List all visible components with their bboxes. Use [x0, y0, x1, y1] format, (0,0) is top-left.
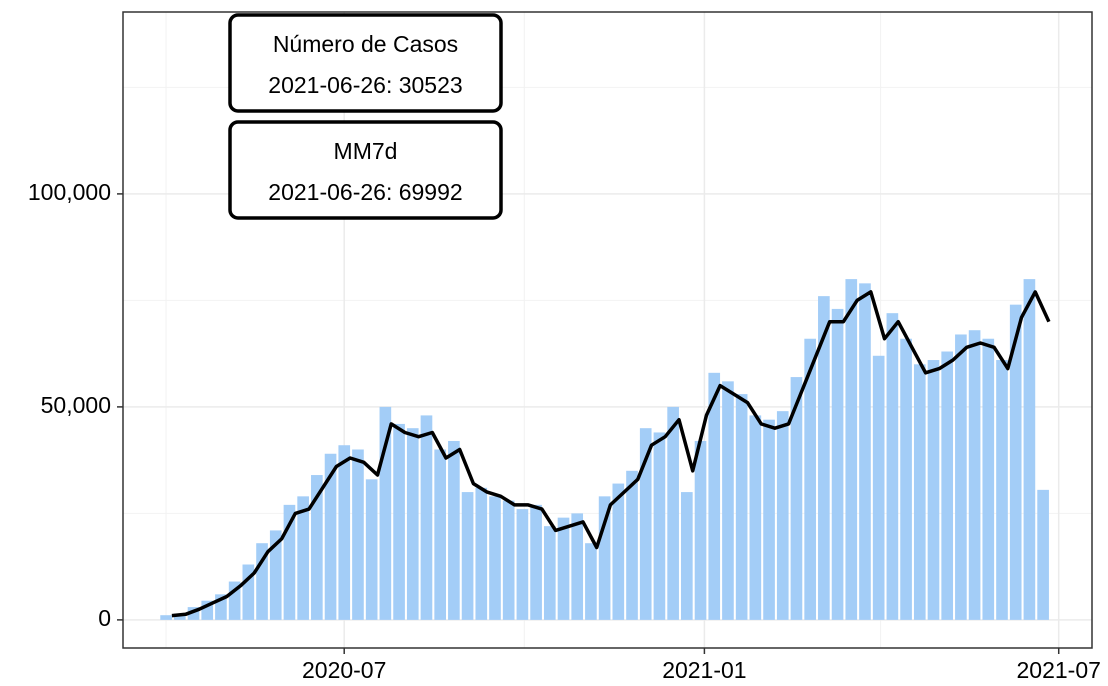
bar [735, 394, 748, 620]
bar [269, 530, 282, 620]
bar [173, 613, 186, 620]
bar [667, 406, 679, 620]
annotation-title: MM7d [334, 138, 398, 164]
bar [434, 449, 446, 620]
bar [393, 423, 405, 620]
x-tick-label: 2021-07 [1017, 657, 1101, 683]
y-tick-label: 50,000 [41, 392, 111, 418]
bar [982, 338, 995, 620]
bar [461, 492, 474, 620]
bar [502, 500, 515, 620]
bar [420, 415, 433, 620]
bar [626, 470, 638, 620]
moving-average-line [171, 290, 1051, 618]
bar [283, 504, 296, 620]
annotation-text: 2021-06-26: 69992 [268, 179, 462, 205]
bar [790, 377, 803, 620]
bar [886, 313, 899, 620]
bar [776, 411, 789, 620]
bar [489, 496, 501, 620]
bar [516, 509, 529, 620]
bar [818, 296, 830, 620]
y-tick-label: 100,000 [28, 179, 111, 205]
bar [859, 283, 871, 620]
annotation-title: Número de Casos [273, 31, 458, 57]
bar [571, 513, 584, 620]
annotation-box: Número de Casos 2021-06-26: 30523 [228, 13, 503, 113]
bar [475, 487, 488, 620]
bar [406, 428, 419, 620]
annotation-text: 2021-06-26: 30523 [268, 72, 462, 98]
bar [1009, 304, 1022, 620]
bar [187, 607, 200, 620]
bar [324, 453, 337, 620]
bar [927, 360, 940, 620]
bar [585, 543, 597, 620]
bar [872, 355, 885, 620]
annotation-box: MM7d 2021-06-26: 69992 [228, 120, 503, 220]
bar [913, 364, 926, 620]
bar [215, 594, 227, 620]
bar [448, 440, 460, 620]
bar [681, 492, 693, 620]
bar [941, 351, 954, 620]
x-tick-label: 2020-07 [302, 657, 386, 683]
bar [338, 445, 351, 620]
bar [352, 449, 364, 620]
bar [228, 581, 241, 620]
bar [968, 330, 981, 620]
bar [543, 526, 556, 620]
bar [201, 600, 214, 620]
bar [831, 308, 844, 620]
bar [722, 381, 734, 620]
annotation-frame [228, 13, 503, 113]
bar [996, 360, 1008, 620]
plot-border [122, 11, 1093, 649]
bar [612, 483, 625, 620]
y-tick-label: 0 [98, 605, 111, 631]
bar [763, 419, 775, 620]
bar [639, 428, 652, 620]
bar [845, 279, 858, 620]
bar [694, 440, 707, 620]
bar [804, 338, 816, 620]
x-tick-label: 2021-01 [662, 657, 746, 683]
bar [256, 543, 268, 620]
bar [708, 372, 721, 620]
bar [1037, 489, 1049, 620]
bar [653, 432, 666, 620]
bar [379, 406, 392, 620]
annotation-frame [228, 120, 503, 220]
bar [297, 496, 309, 620]
bar [598, 496, 611, 620]
bar [900, 338, 912, 620]
bar [160, 615, 172, 620]
bar [242, 564, 255, 620]
bar [530, 504, 542, 620]
bar [365, 479, 378, 620]
bar [557, 517, 570, 620]
bar [955, 334, 967, 620]
bar [749, 415, 762, 620]
bar [311, 475, 323, 620]
bar [1023, 279, 1036, 620]
